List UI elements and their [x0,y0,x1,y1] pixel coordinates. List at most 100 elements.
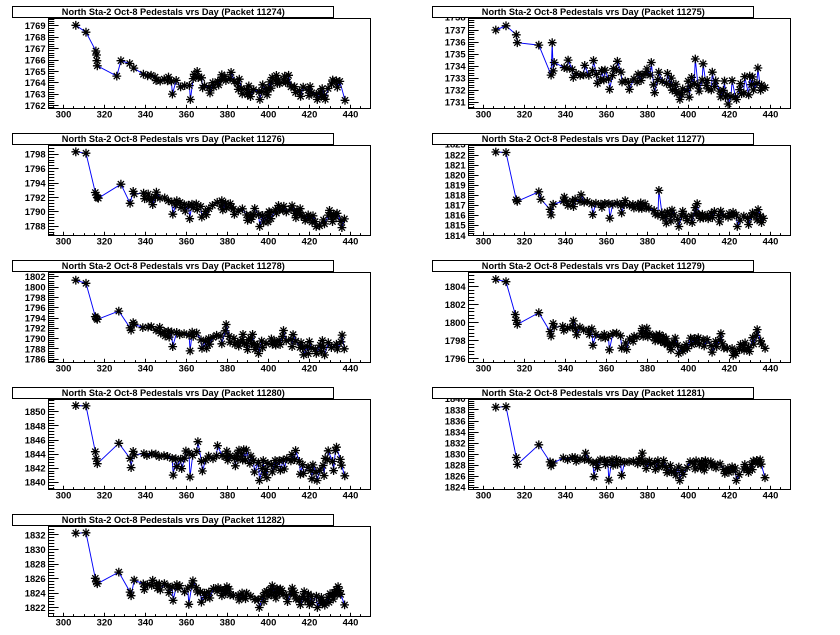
svg-text:360: 360 [179,363,195,374]
svg-text:360: 360 [179,617,195,628]
svg-text:1830: 1830 [25,544,46,555]
svg-text:1802: 1802 [25,271,46,282]
svg-text:1798: 1798 [445,335,466,346]
svg-text:1765: 1765 [25,66,46,77]
svg-text:300: 300 [56,617,72,628]
svg-text:400: 400 [681,363,697,374]
svg-text:300: 300 [476,490,492,501]
svg-text:400: 400 [261,617,277,628]
svg-text:420: 420 [302,109,318,120]
svg-text:360: 360 [179,490,195,501]
svg-text:340: 340 [558,363,574,374]
svg-text:340: 340 [138,617,154,628]
svg-text:1820: 1820 [445,170,466,181]
svg-text:380: 380 [220,617,236,628]
svg-text:400: 400 [681,490,697,501]
svg-text:1792: 1792 [25,192,46,203]
svg-text:1800: 1800 [445,317,466,328]
svg-text:1796: 1796 [25,163,46,174]
svg-text:440: 440 [763,490,779,501]
svg-text:North Sta-2 Oct-8 Pedestals vr: North Sta-2 Oct-8 Pedestals vrs Day (Pac… [62,388,285,399]
svg-text:1848: 1848 [25,420,46,431]
svg-text:440: 440 [343,363,359,374]
svg-text:1802: 1802 [445,299,466,310]
svg-text:1790: 1790 [25,206,46,217]
svg-text:1834: 1834 [445,426,467,437]
svg-text:1767: 1767 [25,43,46,54]
svg-text:1764: 1764 [25,77,47,88]
svg-text:320: 320 [97,490,113,501]
svg-text:1737: 1737 [445,24,466,35]
svg-text:380: 380 [220,363,236,374]
svg-text:1734: 1734 [445,60,467,71]
svg-text:1824: 1824 [445,482,467,493]
svg-text:1733: 1733 [445,73,466,84]
svg-text:420: 420 [302,490,318,501]
svg-text:340: 340 [558,490,574,501]
svg-text:300: 300 [476,109,492,120]
svg-text:1786: 1786 [25,354,46,365]
svg-text:1850: 1850 [25,406,46,417]
svg-text:300: 300 [476,363,492,374]
svg-text:380: 380 [220,490,236,501]
svg-text:North Sta-2 Oct-8 Pedestals vr: North Sta-2 Oct-8 Pedestals vrs Day (Pac… [482,388,705,399]
svg-text:320: 320 [517,490,533,501]
svg-text:360: 360 [599,363,615,374]
svg-text:440: 440 [343,617,359,628]
svg-text:North Sta-2 Oct-8 Pedestals vr: North Sta-2 Oct-8 Pedestals vrs Day (Pac… [62,515,285,526]
svg-text:North Sta-2 Oct-8 Pedestals vr: North Sta-2 Oct-8 Pedestals vrs Day (Pac… [482,7,705,18]
svg-text:1816: 1816 [445,210,466,221]
svg-text:1796: 1796 [445,353,466,364]
svg-text:North Sta-2 Oct-8 Pedestals vr: North Sta-2 Oct-8 Pedestals vrs Day (Pac… [62,7,285,18]
svg-text:300: 300 [56,236,72,247]
svg-text:1844: 1844 [25,449,47,460]
svg-text:1769: 1769 [25,20,46,31]
svg-text:400: 400 [681,109,697,120]
svg-text:1824: 1824 [25,588,47,599]
svg-text:320: 320 [517,236,533,247]
svg-text:1814: 1814 [445,230,467,241]
svg-text:440: 440 [763,236,779,247]
svg-text:340: 340 [558,236,574,247]
svg-text:360: 360 [599,236,615,247]
svg-text:1804: 1804 [445,281,467,292]
svg-text:320: 320 [97,617,113,628]
svg-text:400: 400 [261,363,277,374]
svg-text:1794: 1794 [25,177,47,188]
svg-text:1790: 1790 [25,333,46,344]
svg-text:360: 360 [599,109,615,120]
svg-text:1832: 1832 [445,438,466,449]
svg-text:1842: 1842 [25,463,46,474]
svg-text:1836: 1836 [445,415,466,426]
svg-text:440: 440 [763,363,779,374]
svg-text:1788: 1788 [25,343,46,354]
svg-text:320: 320 [97,109,113,120]
svg-text:420: 420 [722,363,738,374]
svg-text:North Sta-2 Oct-8 Pedestals vr: North Sta-2 Oct-8 Pedestals vrs Day (Pac… [62,261,285,272]
svg-text:340: 340 [138,236,154,247]
svg-text:1768: 1768 [25,32,46,43]
svg-text:300: 300 [56,109,72,120]
svg-text:North Sta-2 Oct-8 Pedestals vr: North Sta-2 Oct-8 Pedestals vrs Day (Pac… [62,134,285,145]
svg-text:400: 400 [681,236,697,247]
svg-text:420: 420 [302,236,318,247]
svg-text:1826: 1826 [25,573,46,584]
svg-text:360: 360 [599,490,615,501]
svg-text:420: 420 [302,617,318,628]
svg-text:320: 320 [97,363,113,374]
svg-text:440: 440 [343,236,359,247]
svg-text:1822: 1822 [25,602,46,613]
svg-text:380: 380 [640,109,656,120]
svg-text:380: 380 [640,363,656,374]
svg-text:1788: 1788 [25,221,46,232]
svg-text:1798: 1798 [25,149,46,160]
svg-text:1732: 1732 [445,85,466,96]
svg-text:1796: 1796 [25,302,46,313]
svg-text:North Sta-2 Oct-8 Pedestals vr: North Sta-2 Oct-8 Pedestals vrs Day (Pac… [482,134,705,145]
svg-text:420: 420 [722,236,738,247]
svg-text:1766: 1766 [25,54,46,65]
svg-text:1818: 1818 [445,190,466,201]
svg-text:300: 300 [56,490,72,501]
svg-text:1828: 1828 [25,558,46,569]
svg-text:1840: 1840 [25,477,46,488]
